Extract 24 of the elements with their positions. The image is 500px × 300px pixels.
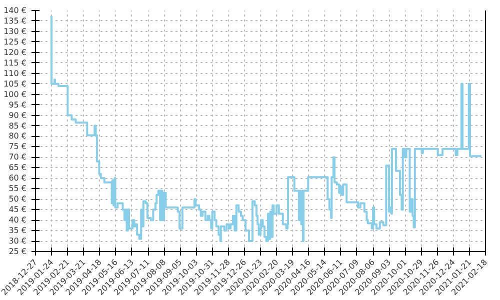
y-tick-label: 55 € <box>8 184 26 194</box>
y-tick-label: 125 € <box>4 37 27 46</box>
y-tick-label: 140 € <box>4 6 27 15</box>
y-tick-label: 45 € <box>8 205 26 214</box>
y-tick-label: 115 € <box>4 58 27 68</box>
y-tick-label: 95 € <box>8 100 26 110</box>
y-tick-label: 70 € <box>8 152 26 162</box>
y-tick-label: 85 € <box>8 121 26 130</box>
y-tick-label: 120 € <box>4 48 27 57</box>
y-tick-label: 65 € <box>8 163 26 172</box>
y-tick-label: 75 € <box>8 142 26 152</box>
y-tick-label: 40 € <box>8 216 26 225</box>
y-tick-label: 135 € <box>4 16 27 26</box>
y-tick-label: 25 € <box>8 247 26 256</box>
y-tick-label: 100 € <box>4 90 27 99</box>
y-tick-label: 80 € <box>8 132 26 141</box>
y-tick-label: 105 € <box>4 79 27 88</box>
y-tick-label: 130 € <box>4 26 27 36</box>
y-tick-label: 30 € <box>8 236 26 246</box>
y-tick-label: 50 € <box>8 194 26 204</box>
y-tick-label: 60 € <box>8 174 26 183</box>
y-tick-label: 110 € <box>4 68 27 78</box>
y-tick-label: 35 € <box>8 226 26 236</box>
y-tick-label: 90 € <box>8 110 26 120</box>
